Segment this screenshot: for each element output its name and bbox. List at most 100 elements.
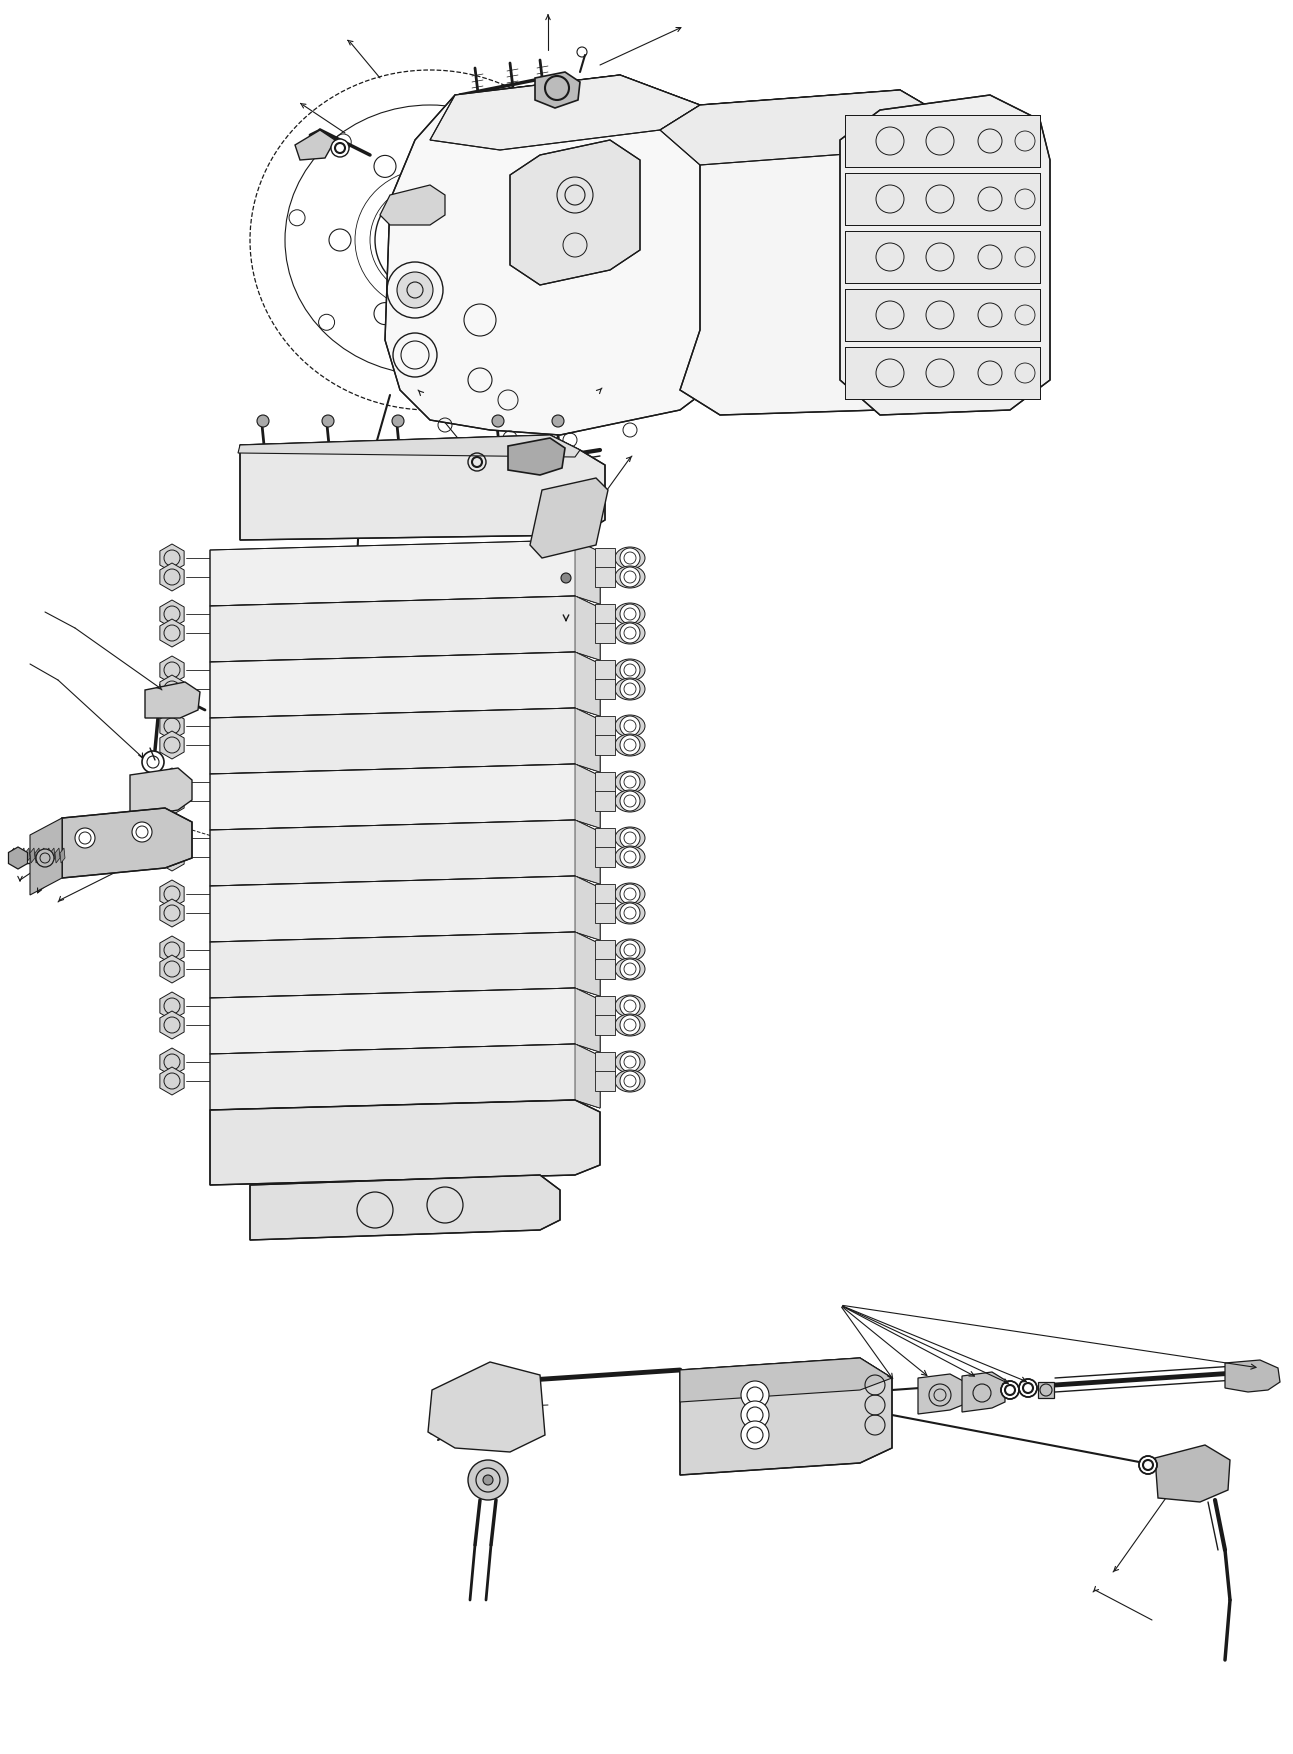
Polygon shape — [209, 652, 600, 717]
Polygon shape — [209, 988, 600, 1054]
Bar — [595, 903, 615, 923]
Ellipse shape — [615, 716, 645, 737]
Polygon shape — [295, 130, 335, 160]
Polygon shape — [509, 140, 640, 284]
Polygon shape — [575, 821, 600, 884]
Polygon shape — [160, 731, 184, 759]
Circle shape — [621, 940, 640, 959]
Polygon shape — [145, 682, 200, 717]
Polygon shape — [575, 931, 600, 996]
Ellipse shape — [615, 826, 645, 849]
Bar — [595, 1016, 615, 1035]
Polygon shape — [160, 824, 184, 852]
Polygon shape — [575, 652, 600, 716]
Circle shape — [741, 1380, 769, 1408]
Circle shape — [331, 139, 349, 158]
Circle shape — [621, 772, 640, 793]
Ellipse shape — [615, 679, 645, 700]
Polygon shape — [160, 544, 184, 572]
Bar — [846, 232, 1040, 282]
Polygon shape — [9, 847, 27, 868]
Ellipse shape — [615, 1014, 645, 1037]
Polygon shape — [30, 847, 35, 863]
Circle shape — [621, 716, 640, 737]
Polygon shape — [209, 709, 600, 774]
Polygon shape — [250, 1175, 560, 1240]
Polygon shape — [45, 847, 50, 863]
Bar — [595, 791, 615, 810]
Circle shape — [621, 884, 640, 903]
Polygon shape — [160, 993, 184, 1021]
Polygon shape — [962, 1372, 1005, 1412]
Polygon shape — [918, 1373, 965, 1414]
Circle shape — [621, 660, 640, 681]
Bar — [846, 289, 1040, 340]
Polygon shape — [59, 847, 65, 863]
Circle shape — [741, 1401, 769, 1430]
Circle shape — [621, 567, 640, 588]
Polygon shape — [209, 821, 600, 886]
Polygon shape — [19, 847, 25, 863]
Ellipse shape — [615, 938, 645, 961]
Bar — [595, 623, 615, 644]
Bar — [1038, 1382, 1054, 1398]
Ellipse shape — [615, 902, 645, 924]
Ellipse shape — [615, 995, 645, 1017]
Polygon shape — [160, 881, 184, 909]
Polygon shape — [160, 1047, 184, 1075]
Polygon shape — [238, 435, 581, 458]
Polygon shape — [575, 540, 600, 603]
Polygon shape — [530, 479, 608, 558]
Bar — [595, 884, 615, 903]
Circle shape — [741, 1421, 769, 1449]
Polygon shape — [40, 847, 45, 863]
Ellipse shape — [615, 660, 645, 681]
Polygon shape — [431, 75, 700, 151]
Polygon shape — [380, 184, 445, 225]
Ellipse shape — [615, 547, 645, 568]
Polygon shape — [209, 931, 600, 998]
Polygon shape — [160, 619, 184, 647]
Polygon shape — [209, 596, 600, 661]
Bar — [595, 603, 615, 624]
Bar — [595, 660, 615, 681]
Circle shape — [621, 996, 640, 1016]
Ellipse shape — [615, 567, 645, 588]
Circle shape — [493, 416, 504, 426]
Ellipse shape — [615, 623, 645, 644]
Ellipse shape — [615, 1051, 645, 1073]
Polygon shape — [535, 72, 581, 109]
Bar — [595, 828, 615, 847]
Bar — [595, 772, 615, 793]
Ellipse shape — [615, 958, 645, 980]
Circle shape — [257, 416, 269, 426]
Bar — [846, 347, 1040, 398]
Circle shape — [75, 828, 94, 847]
Polygon shape — [131, 768, 191, 817]
Polygon shape — [16, 847, 19, 863]
Ellipse shape — [615, 789, 645, 812]
Circle shape — [1139, 1456, 1157, 1473]
Bar — [595, 940, 615, 959]
Circle shape — [418, 228, 442, 253]
Polygon shape — [385, 75, 760, 435]
Polygon shape — [160, 1010, 184, 1038]
Polygon shape — [659, 89, 959, 165]
Polygon shape — [25, 847, 30, 863]
Ellipse shape — [615, 603, 645, 624]
Circle shape — [397, 272, 433, 309]
Polygon shape — [209, 765, 600, 830]
Circle shape — [621, 828, 640, 847]
Polygon shape — [575, 875, 600, 940]
Polygon shape — [160, 788, 184, 816]
Circle shape — [621, 679, 640, 700]
Bar — [595, 716, 615, 737]
Circle shape — [484, 1475, 493, 1486]
Polygon shape — [575, 596, 600, 660]
Circle shape — [621, 1052, 640, 1072]
Bar — [846, 116, 1040, 167]
Circle shape — [468, 1459, 508, 1500]
Polygon shape — [428, 1363, 546, 1452]
Polygon shape — [62, 809, 191, 879]
Polygon shape — [680, 1358, 892, 1475]
